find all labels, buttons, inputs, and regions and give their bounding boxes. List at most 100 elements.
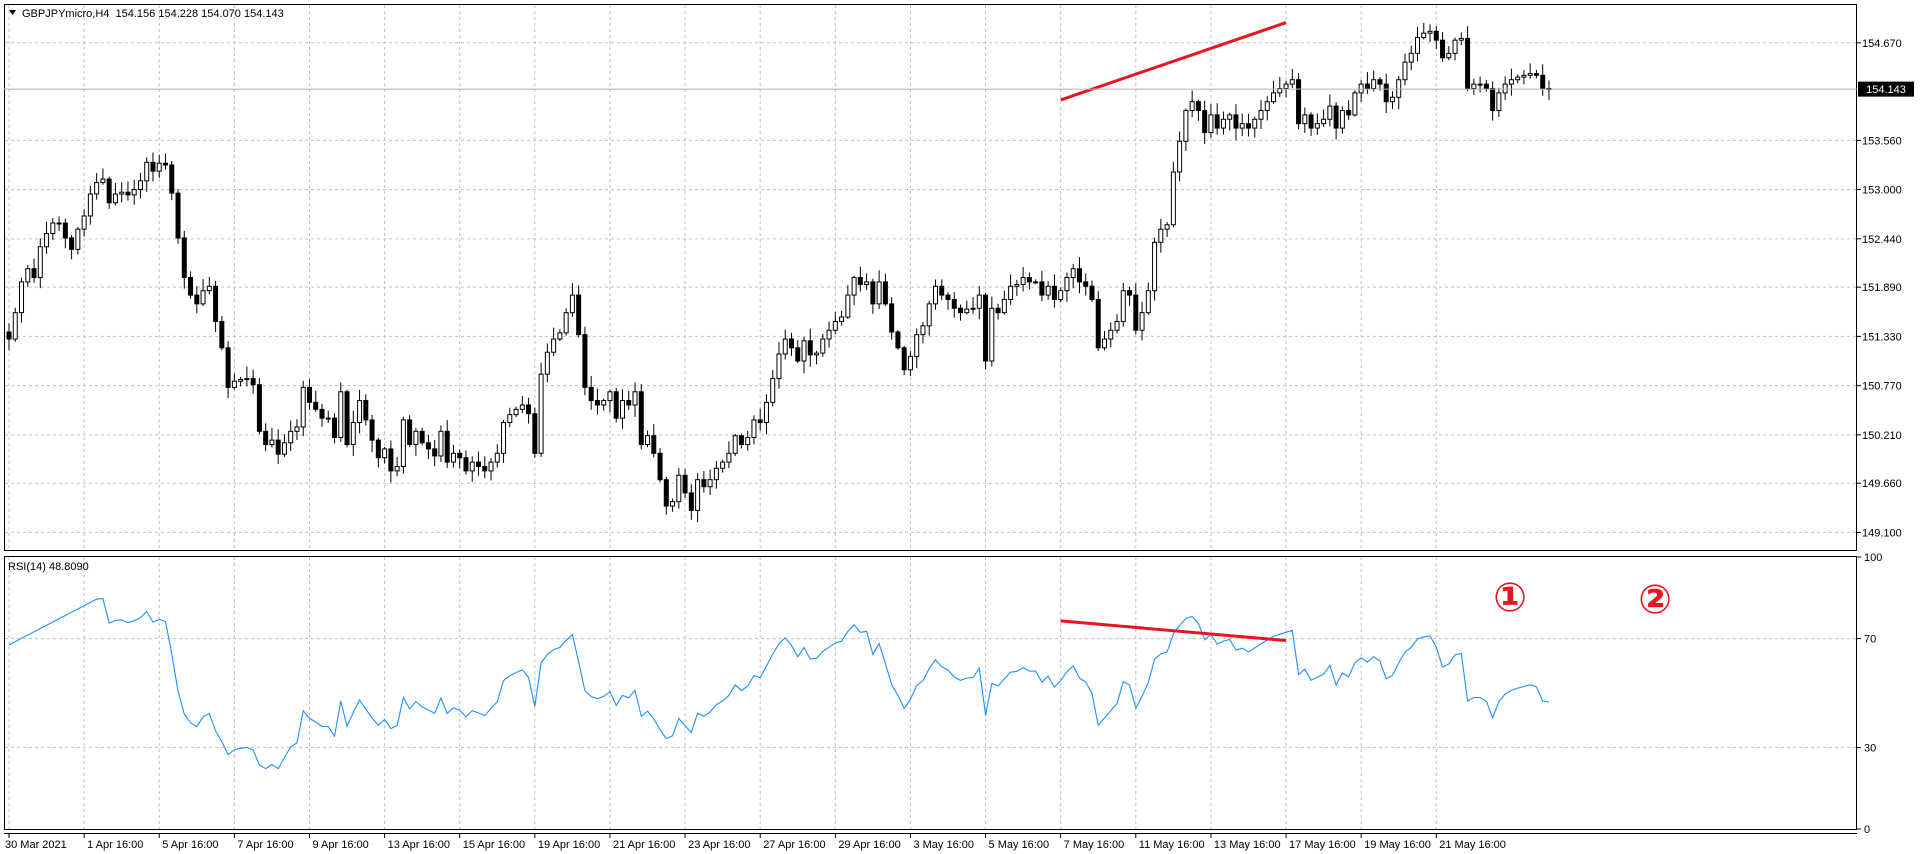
candle: [814, 350, 820, 365]
bear-candle-body: [1195, 101, 1201, 111]
candle: [1458, 32, 1464, 46]
x-tick-label: 7 Apr 16:00: [237, 839, 293, 851]
bull-candle-body: [119, 191, 125, 195]
candle: [832, 311, 838, 335]
candle: [1446, 46, 1452, 61]
x-tick-label: 23 Apr 16:00: [688, 839, 750, 851]
candle: [12, 307, 18, 342]
time-axis[interactable]: 30 Mar 2021 1 Apr 16:00 5 Apr 16:00 7 Apr 1…: [5, 833, 1506, 851]
candle: [363, 394, 369, 426]
candle: [1033, 279, 1039, 284]
bear-candle-body: [958, 307, 964, 314]
candle: [619, 389, 625, 429]
bull-candle-body: [19, 281, 25, 314]
candle: [1127, 286, 1133, 306]
bull-candle-body: [1415, 37, 1420, 54]
candle: [300, 380, 306, 437]
x-tick-label: 29 Apr 16:00: [838, 839, 900, 851]
candle: [50, 218, 56, 241]
candle: [1170, 161, 1176, 228]
price-divergence-line[interactable]: [1060, 21, 1287, 102]
bear-candle-body: [789, 338, 794, 349]
bull-candle-body: [1045, 285, 1051, 296]
x-tick-label: 7 May 16:00: [1064, 839, 1125, 851]
candle: [119, 182, 125, 203]
x-tick-label: 5 Apr 16:00: [162, 839, 218, 851]
candle: [1189, 90, 1195, 118]
candle: [807, 328, 813, 367]
candle: [382, 447, 388, 464]
bull-candle-body: [1014, 284, 1020, 287]
candle: [175, 189, 181, 244]
bear-candle-body: [31, 268, 37, 279]
divergence-lines[interactable]: [1060, 21, 1287, 642]
x-tick-label: 19 May 16:00: [1364, 839, 1431, 851]
candle: [1346, 100, 1352, 120]
divergence-marker-1: ①: [1493, 576, 1527, 620]
rsi-grid: [5, 557, 1856, 829]
bull-candle-body: [300, 386, 306, 428]
bear-candle-body: [213, 285, 219, 322]
bull-candle-body: [1001, 298, 1007, 314]
bear-candle-body: [757, 419, 763, 424]
candle: [926, 300, 932, 336]
candle: [914, 328, 920, 369]
candle: [275, 429, 281, 465]
bull-candle-body: [238, 378, 244, 382]
bull-candle-body: [1421, 32, 1427, 39]
bear-candle-body: [594, 400, 600, 406]
candle: [1471, 78, 1477, 95]
candle: [1183, 108, 1189, 152]
y-tick-label: 150.770: [1862, 381, 1902, 393]
candle: [1452, 37, 1458, 61]
candle: [25, 264, 31, 288]
bear-candle-body: [432, 448, 438, 457]
bull-candle-body: [400, 419, 406, 467]
bear-candle-body: [1202, 109, 1208, 133]
rsi-panel-frame: [4, 556, 1857, 830]
bear-candle-body: [194, 294, 200, 305]
bear-candle-body: [188, 277, 194, 296]
candle: [594, 388, 600, 415]
candle: [1158, 218, 1164, 253]
triangle-down-icon[interactable]: [9, 10, 16, 15]
main-panel-frame: [4, 4, 1857, 551]
price-axis[interactable]: 154.670 153.560 153.000 152.440 151.890 151.3…: [1857, 38, 1902, 540]
candle: [989, 296, 995, 367]
bear-candle-body: [388, 448, 394, 472]
bull-candle-body: [932, 285, 938, 305]
candle: [476, 451, 481, 476]
candle: [288, 420, 294, 451]
bull-candle-body: [1189, 101, 1195, 111]
rsi-divergence-line[interactable]: [1060, 619, 1287, 642]
bull-candle-body: [1108, 329, 1114, 340]
candle: [870, 278, 876, 314]
candle: [1515, 74, 1521, 84]
candle: [1490, 81, 1496, 121]
bull-candle-body: [137, 180, 143, 191]
bull-candle-body: [1183, 109, 1189, 142]
candle: [450, 444, 456, 468]
bull-candle-body: [1352, 92, 1358, 116]
candle: [357, 389, 363, 434]
candle: [1108, 322, 1114, 348]
candle: [163, 153, 168, 170]
candle: [920, 321, 926, 344]
bull-candle-body: [1033, 281, 1039, 284]
candle: [56, 216, 62, 231]
bull-candle-body: [1102, 338, 1107, 349]
candle: [507, 407, 513, 427]
bull-candle-body: [920, 325, 926, 336]
bull-candle-body: [1252, 118, 1258, 129]
bull-candle-body: [87, 193, 93, 217]
candle: [394, 457, 400, 477]
bull-candle-body: [1458, 37, 1464, 41]
bear-candle-body: [1039, 281, 1045, 296]
bull-candle-body: [288, 430, 294, 444]
bull-candle-body: [37, 246, 43, 278]
candle: [526, 397, 532, 424]
bull-candle-body: [501, 422, 507, 454]
candle: [1308, 112, 1314, 136]
candle: [1383, 73, 1389, 114]
